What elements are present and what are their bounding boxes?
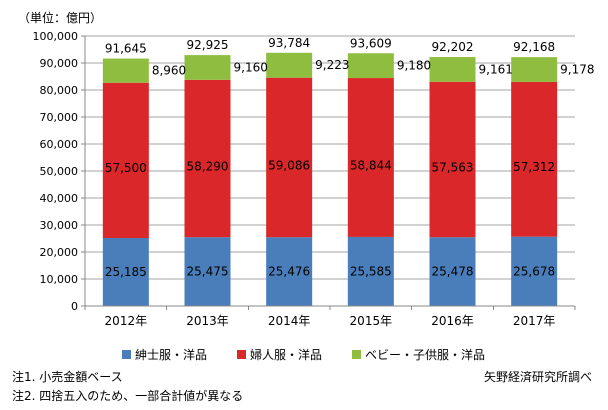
bar-segment-womens [102,82,149,239]
y-tick-label: 40,000 [40,192,79,205]
x-tick-label: 2016年 [431,314,474,328]
data-label-womens: 57,563 [432,160,474,174]
gridlines [85,35,575,280]
data-label-womens: 59,086 [268,158,310,172]
legend-swatch-womens [237,350,247,359]
legend-item-mens: 紳士服・洋品 [122,346,207,363]
legend-label-kids: ベビー・子供服・洋品 [365,348,486,362]
x-tick-label: 2017年 [513,314,556,328]
unit-label: （単位：億円） [18,11,103,25]
bar-segment-kids [347,53,394,79]
data-label-mens: 25,475 [187,265,229,279]
bar-segment-mens [511,236,558,306]
data-label-womens: 57,312 [513,160,555,174]
legend-item-womens: 婦人服・洋品 [237,346,322,363]
y-tick-label: 90,000 [40,57,79,70]
data-label-total: 91,645 [105,42,147,56]
data-label-mens: 25,185 [105,265,147,279]
data-label-womens: 57,500 [105,161,147,175]
x-tick-label: 2015年 [350,314,393,328]
data-label-mens: 25,476 [268,265,310,279]
bar-segment-womens [266,77,313,238]
y-tick-label: 80,000 [40,84,79,97]
note-1: 注1. 小売金額ベース [12,370,123,384]
bar-segment-womens [347,78,394,237]
bar-segment-kids [184,55,231,80]
bar-segment-mens [347,236,394,306]
x-tick-label: 2012年 [105,314,148,328]
data-label-kids: 9,180 [397,59,431,73]
data-label-total: 93,784 [268,36,310,50]
y-tick-label: 100,000 [33,30,79,43]
legend: 紳士服・洋品 婦人服・洋品 ベビー・子供服・洋品 [122,346,515,363]
data-label-kids: 9,160 [234,60,268,74]
legend-item-kids: ベビー・子供服・洋品 [352,346,485,363]
y-tick-label: 20,000 [40,246,79,259]
y-tick-label: 70,000 [40,111,79,124]
data-label-womens: 58,290 [187,159,229,173]
y-tick-label: 60,000 [40,138,79,151]
legend-swatch-mens [122,350,131,359]
bar-segment-womens [511,81,558,237]
data-label-mens: 25,585 [350,264,392,278]
data-label-womens: 58,844 [350,158,392,172]
y-tick-label: 50,000 [40,165,79,178]
data-label-kids: 9,161 [479,62,513,76]
y-tick-label: 30,000 [40,219,79,232]
bar-segment-kids [511,57,558,82]
bar-segment-mens [102,238,149,306]
note-2: 注2. 四捨五入のため、一部合計値が異なる [12,389,244,403]
data-label-kids: 9,223 [315,58,349,72]
x-tick-label: 2014年 [268,314,311,328]
y-tick-label: 0 [71,300,78,313]
source-credit: 矢野経済研究所調べ [483,370,592,384]
data-labels: 25,185 57,500 8,960 91,645 25,475 58,290 9,160… [105,36,595,279]
data-label-total: 92,925 [187,38,229,52]
legend-label-womens: 婦人服・洋品 [250,348,323,362]
bar-segment-kids [102,58,149,83]
bar-segment-womens [184,79,231,238]
bar-segment-mens [266,237,313,306]
data-label-kids: 9,178 [560,63,594,77]
legend-label-mens: 紳士服・洋品 [135,348,208,362]
bar-segment-kids [266,52,313,78]
axes: 0 10,000 20,000 30,000 40,000 50,000 60,000 70,… [33,30,576,328]
bar-segment-kids [429,57,476,82]
data-label-total: 92,202 [432,40,474,54]
bars [102,52,558,306]
bar-segment-womens [429,81,476,238]
data-label-total: 93,609 [350,36,392,50]
y-tick-label: 10,000 [40,273,79,286]
data-label-kids: 8,960 [152,64,186,78]
data-label-mens: 25,478 [432,265,474,279]
bar-segment-mens [184,237,231,306]
data-label-mens: 25,678 [513,264,555,278]
x-tick-label: 2013年 [186,314,229,328]
data-label-total: 92,168 [513,40,555,54]
bar-segment-mens [429,237,476,306]
legend-swatch-kids [352,350,362,359]
